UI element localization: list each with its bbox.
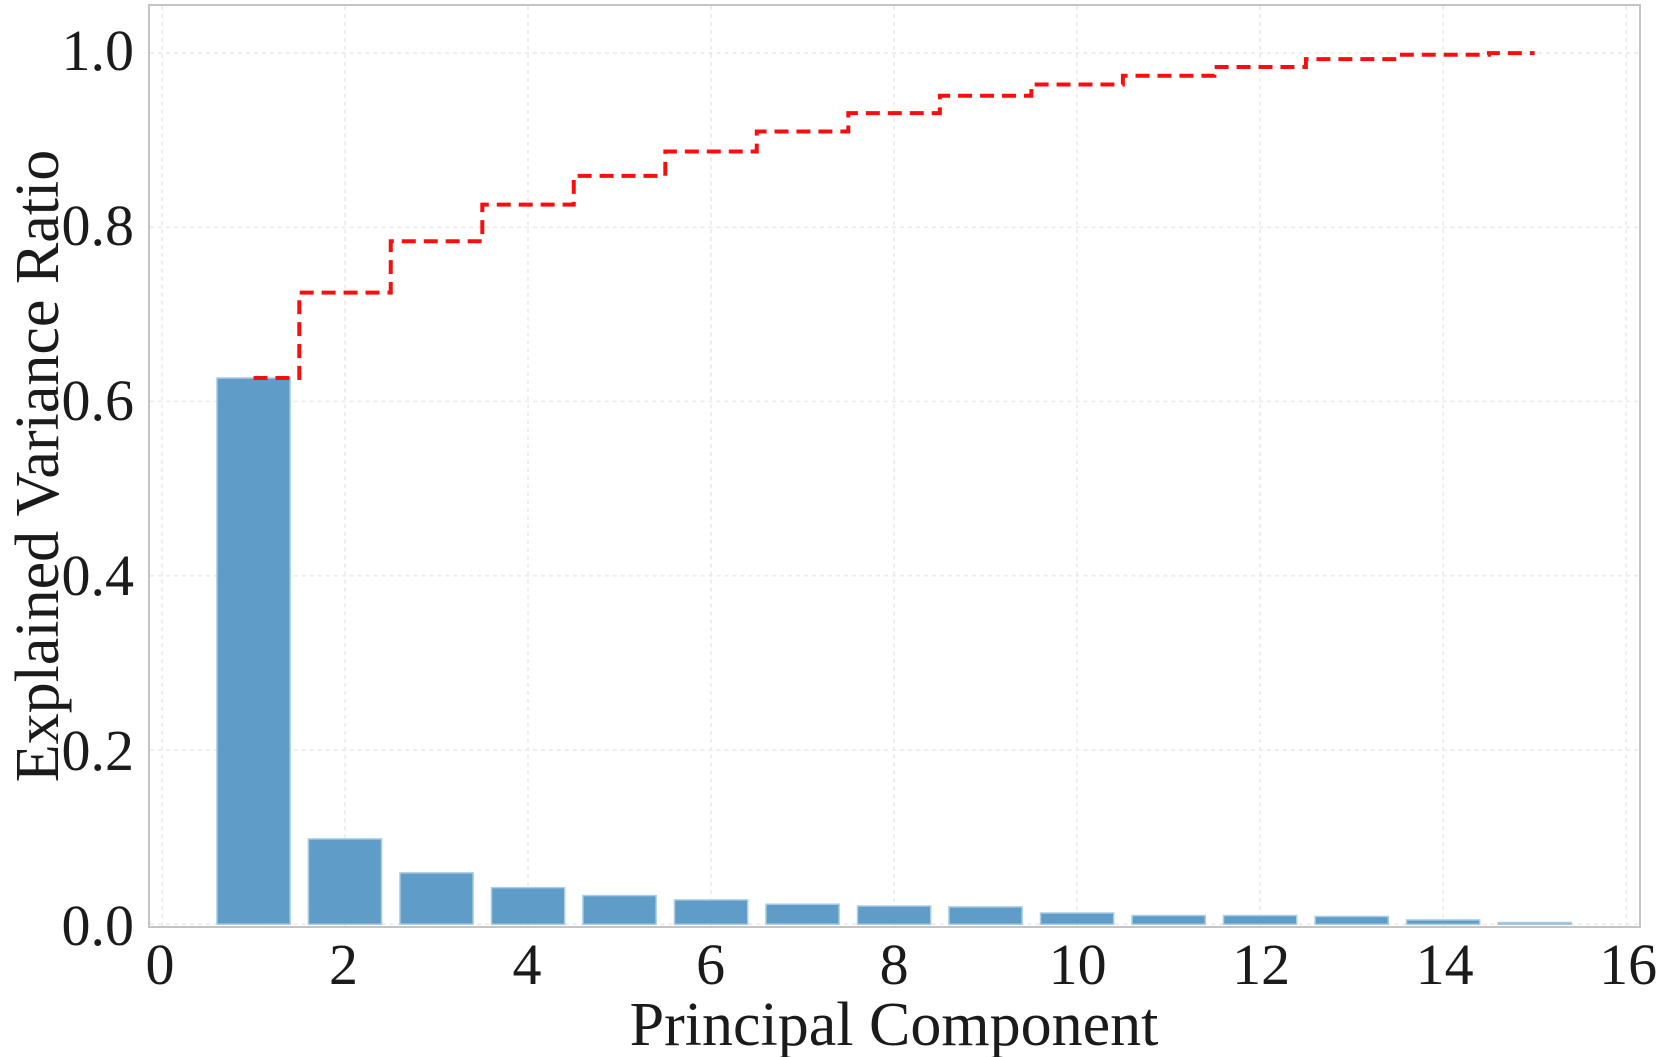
x-tick-label-8: 8	[879, 932, 909, 997]
y-tick-label-0.0: 0.0	[61, 893, 135, 959]
bar-pc3	[399, 872, 474, 925]
bar-pc4	[490, 886, 566, 926]
bar-pc8	[856, 905, 932, 926]
x-tick-label-6: 6	[696, 932, 726, 997]
y-tick-label-0.4: 0.4	[61, 543, 135, 609]
bar-pc1	[216, 377, 291, 925]
bar-pc9	[948, 906, 1023, 926]
bar-pc15	[1497, 921, 1573, 926]
x-tick-label-0: 0	[145, 932, 175, 997]
explained-variance-bars	[216, 377, 1573, 926]
x-tick-label-16: 16	[1599, 932, 1658, 997]
y-tick-label-0.6: 0.6	[61, 368, 135, 434]
x-tick-label-2: 2	[329, 932, 359, 997]
y-tick-label-0.2: 0.2	[61, 718, 135, 784]
bar-pc12	[1222, 914, 1298, 926]
bar-pc13	[1314, 915, 1390, 926]
plot-area	[148, 4, 1641, 928]
bar-pc6	[673, 899, 749, 926]
bar-pc14	[1405, 919, 1481, 926]
plot-canvas	[150, 6, 1639, 926]
bar-pc5	[582, 894, 657, 926]
x-axis-label: Principal Component	[629, 991, 1159, 1057]
gridlines	[150, 6, 1639, 926]
cumulative-variance-step-line	[253, 51, 1535, 380]
x-tick-label-14: 14	[1415, 932, 1474, 997]
bar-pc7	[765, 903, 840, 925]
bar-pc10	[1039, 912, 1115, 926]
y-tick-label-1.0: 1.0	[61, 18, 135, 84]
y-axis-label: Explained Variance Ratio	[4, 149, 72, 783]
x-tick-label-12: 12	[1232, 932, 1291, 997]
bar-pc11	[1131, 914, 1207, 926]
y-tick-label-0.8: 0.8	[61, 193, 135, 259]
x-tick-label-4: 4	[512, 932, 542, 997]
bar-pc2	[307, 838, 383, 926]
x-tick-label-10: 10	[1048, 932, 1107, 997]
